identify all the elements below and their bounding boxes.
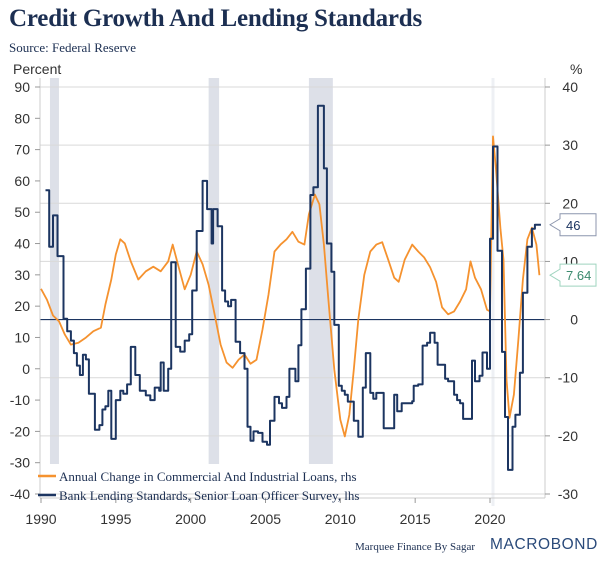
legend-label-lending-standards: Bank Lending Standards, Senior Loan Offi… xyxy=(59,488,359,503)
axes: 9080706050403020100-10-20-30-40403020100… xyxy=(10,61,583,527)
right-tick-label: 0 xyxy=(570,312,578,328)
recession-band xyxy=(208,78,220,464)
left-tick-label: 90 xyxy=(14,79,30,95)
last-value-label-lending-standards: 46 xyxy=(549,213,597,237)
macrobond-logo: MACROBOND xyxy=(490,536,598,553)
gridlines xyxy=(40,86,545,495)
right-axis-unit-label: % xyxy=(570,61,582,77)
left-tick-label: 30 xyxy=(14,267,30,283)
left-tick-label: -20 xyxy=(10,423,30,439)
left-tick-label: 60 xyxy=(14,173,30,189)
last-value-label-credit-growth: 7.64 xyxy=(549,263,597,287)
footer-credit: Marquee Finance By Sagar xyxy=(355,541,476,553)
x-tick-label: 2010 xyxy=(325,511,356,527)
recession-bands xyxy=(49,78,495,506)
last-value-callout-box xyxy=(549,213,597,237)
right-tick-label: 20 xyxy=(562,195,578,211)
left-tick-label: -40 xyxy=(10,486,30,502)
last-value-text: 7.64 xyxy=(566,268,591,283)
legend: Annual Change in Commercial And Industri… xyxy=(38,469,359,503)
chart-canvas: 9080706050403020100-10-20-30-40403020100… xyxy=(10,61,597,527)
last-value-text: 46 xyxy=(566,218,580,233)
left-tick-label: 50 xyxy=(14,204,30,220)
chart-title: Credit Growth And Lending Standards xyxy=(9,5,423,32)
left-tick-label: 40 xyxy=(14,236,30,252)
recession-band xyxy=(491,78,495,506)
last-value-callout-box xyxy=(549,263,597,287)
recession-band xyxy=(49,78,59,464)
x-tick-label: 2005 xyxy=(250,511,281,527)
left-tick-label: 0 xyxy=(22,361,30,377)
series-lines xyxy=(40,104,541,471)
left-tick-label: -30 xyxy=(10,455,30,471)
right-tick-label: -20 xyxy=(558,428,578,444)
right-tick-label: -10 xyxy=(558,370,578,386)
x-tick-label: 2000 xyxy=(175,511,206,527)
left-tick-label: 70 xyxy=(14,142,30,158)
left-axis-unit-label: Percent xyxy=(13,61,61,77)
x-tick-label: 2020 xyxy=(474,511,505,527)
left-tick-label: -10 xyxy=(10,392,30,408)
right-tick-label: -30 xyxy=(558,486,578,502)
series-line-lending-standards xyxy=(45,104,541,471)
legend-label-credit-growth: Annual Change in Commercial And Industri… xyxy=(59,469,357,484)
x-tick-label: 2015 xyxy=(400,511,431,527)
series-line-credit-growth xyxy=(40,135,541,438)
chart-subtitle: Source: Federal Reserve xyxy=(9,40,137,55)
x-tick-label: 1990 xyxy=(25,511,56,527)
left-tick-label: 10 xyxy=(14,329,30,345)
recession-band xyxy=(308,78,333,464)
x-tick-label: 1995 xyxy=(100,511,131,527)
right-tick-label: 30 xyxy=(562,137,578,153)
right-tick-label: 40 xyxy=(562,79,578,95)
last-value-labels: 467.64 xyxy=(549,213,597,287)
left-tick-label: 80 xyxy=(14,110,30,126)
left-tick-label: 20 xyxy=(14,298,30,314)
